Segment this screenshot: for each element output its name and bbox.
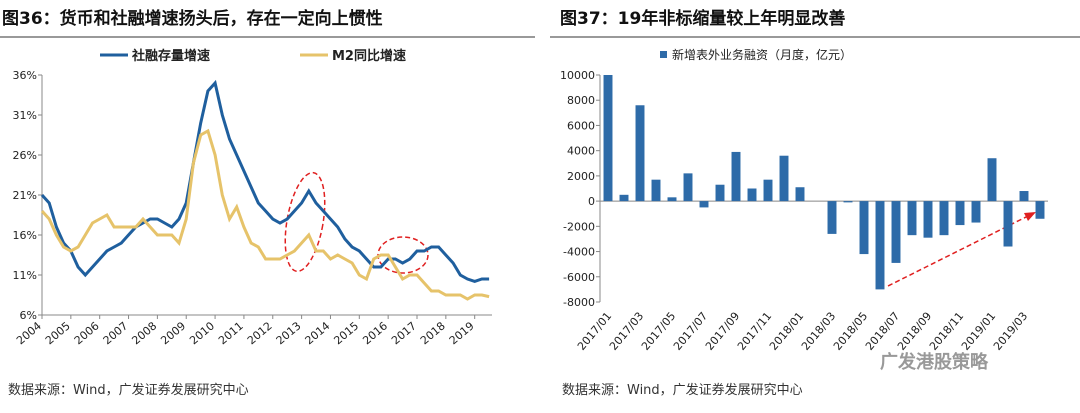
bar <box>875 201 885 290</box>
x-tick-label: 2010 <box>187 319 217 347</box>
bar <box>651 179 661 202</box>
x-tick-label: 2004 <box>14 319 44 347</box>
legend-label: 新增表外业务融资（月度，亿元） <box>672 47 852 62</box>
bar <box>987 158 997 202</box>
y-tick-label: -8000 <box>563 296 595 309</box>
highlight <box>284 171 326 273</box>
x-tick-label: 2019 <box>447 319 477 347</box>
bar <box>715 184 725 202</box>
source: 数据来源：Wind，广发证券发展研究中心 <box>8 382 249 398</box>
watermark: 广发港股策略 <box>880 351 989 373</box>
y-tick-label: 31% <box>13 109 37 122</box>
x-tick-label: 2018 <box>418 319 448 347</box>
y-tick-label: 8000 <box>567 94 595 107</box>
x-tick-label: 2006 <box>72 319 102 347</box>
chart-title: 图36：货币和社融增速扬头后，存在一定向上惯性 <box>2 8 383 29</box>
y-tick-label: 16% <box>13 229 37 242</box>
bar <box>763 179 773 202</box>
bar <box>923 201 933 238</box>
x-tick-label: 2014 <box>303 319 333 347</box>
bar <box>1019 191 1029 202</box>
x-tick-label: 2015 <box>331 319 361 347</box>
bar <box>907 201 917 236</box>
x-tick-label: 2009 <box>158 319 188 347</box>
x-tick-label: 2013 <box>274 319 304 347</box>
y-tick-label: 21% <box>13 189 37 202</box>
y-tick-label: 26% <box>13 149 37 162</box>
bar <box>683 173 693 202</box>
bar <box>1035 201 1045 219</box>
series-line <box>40 128 490 301</box>
arrow-head <box>1024 212 1036 221</box>
bar <box>667 197 677 202</box>
bar <box>827 201 837 234</box>
y-tick-label: 6000 <box>567 119 595 132</box>
bar <box>731 151 741 202</box>
bar <box>971 201 981 223</box>
bar <box>939 201 949 236</box>
series-line <box>40 79 490 283</box>
x-tick-label: 2016 <box>360 319 390 347</box>
bar <box>699 201 709 208</box>
legend-label: M2同比增速 <box>332 48 406 64</box>
source: 数据来源：Wind，广发证券发展研究中心 <box>562 382 803 398</box>
y-tick-label: 36% <box>13 69 37 82</box>
y-tick-label: 2000 <box>567 170 595 183</box>
legend-swatch <box>660 51 667 58</box>
x-tick-label: 2012 <box>245 319 275 347</box>
x-tick-label: 2008 <box>130 319 160 347</box>
bar <box>955 201 965 226</box>
y-tick-label: 0 <box>588 195 595 208</box>
x-tick-label: 2005 <box>43 319 73 347</box>
y-tick-label: 4000 <box>567 145 595 158</box>
x-tick-label: 2019/03 <box>991 310 1030 353</box>
y-tick-label: 11% <box>13 269 37 282</box>
y-tick-label: -6000 <box>563 271 595 284</box>
x-tick-label: 2007 <box>101 319 131 347</box>
bar <box>891 201 901 263</box>
bar <box>859 201 869 255</box>
y-tick-label: 6% <box>20 309 37 322</box>
bar <box>779 155 789 202</box>
bar <box>747 188 757 202</box>
x-tick-label: 2011 <box>216 319 246 347</box>
bar <box>619 194 629 202</box>
legend-label: 社融存量增速 <box>131 48 210 64</box>
bar <box>1003 201 1013 247</box>
bar <box>603 75 613 202</box>
x-tick-label: 2017 <box>389 319 419 347</box>
bar <box>635 105 645 202</box>
y-tick-label: -2000 <box>563 220 595 233</box>
chart-title: 图37：19年非标缩量较上年明显改善 <box>560 8 845 29</box>
bar <box>795 187 805 202</box>
bar <box>843 201 853 203</box>
y-tick-label: 10000 <box>560 69 595 82</box>
y-tick-label: -4000 <box>563 246 595 259</box>
